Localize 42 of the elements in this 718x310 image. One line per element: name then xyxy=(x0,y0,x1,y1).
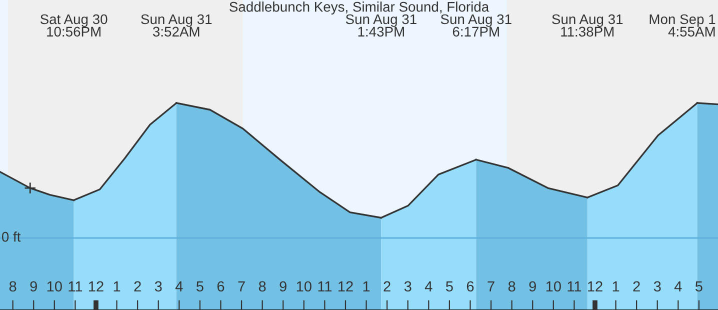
x-tick-label: 5 xyxy=(196,281,204,292)
x-tick-label: 5 xyxy=(446,281,453,292)
x-tick-label: 10 xyxy=(546,281,561,292)
x-tick-label: 8 xyxy=(9,281,16,292)
x-tick-label: 10 xyxy=(47,281,62,292)
x-tick-label: 8 xyxy=(508,281,516,292)
x-tick-label: 5 xyxy=(695,281,702,292)
x-tick-label: 7 xyxy=(488,281,494,292)
x-tick-label: 4 xyxy=(424,281,432,292)
x-tick-label: 11 xyxy=(68,281,82,292)
x-tick-label: 2 xyxy=(134,281,141,292)
x-tick-label: 11 xyxy=(568,281,582,292)
x-tick-label: 12 xyxy=(588,281,602,292)
text: Sun Aug 31 1:43PM xyxy=(346,14,416,37)
x-tick-label: 1 xyxy=(114,281,120,292)
x-tick-label: 6 xyxy=(466,281,474,292)
text: Sun Aug 31 11:38PM xyxy=(552,14,623,37)
x-tick-label: 10 xyxy=(296,281,312,292)
x-tick-label: 2 xyxy=(633,281,640,292)
x-tick-label: 3 xyxy=(654,281,661,292)
x-tick-label: 4 xyxy=(175,281,183,292)
x-tick-label: 2 xyxy=(384,281,390,292)
text: Mon Sep 1 4:55AM xyxy=(650,14,716,37)
x-tick-label: 6 xyxy=(217,281,224,292)
x-tick-label: 9 xyxy=(30,281,37,292)
text: Sat Aug 30 10:56PM xyxy=(40,14,108,37)
x-tick-label: 1 xyxy=(612,281,620,292)
x-tick-label: 3 xyxy=(154,281,162,292)
text: Sun Aug 31 6:17PM xyxy=(440,14,512,37)
x-tick-label: 12 xyxy=(338,281,353,292)
x-tick-label: 4 xyxy=(674,281,682,292)
x-tick-label: 9 xyxy=(280,281,286,292)
x-tick-label: 9 xyxy=(529,281,536,292)
x-tick-label: 11 xyxy=(318,281,332,292)
x-tick-label: 8 xyxy=(258,281,266,292)
x-tick-label: 1 xyxy=(363,281,370,292)
ref-line-label: 0 ft xyxy=(2,232,21,242)
x-tick-label: 7 xyxy=(238,281,245,292)
chart-title: Saddlebunch Keys, Similar Sound, Florida xyxy=(230,2,490,14)
text: Sun Aug 31 3:52AM xyxy=(141,14,212,37)
x-tick-label: 12 xyxy=(88,281,104,292)
x-tick-label: 3 xyxy=(404,281,412,292)
